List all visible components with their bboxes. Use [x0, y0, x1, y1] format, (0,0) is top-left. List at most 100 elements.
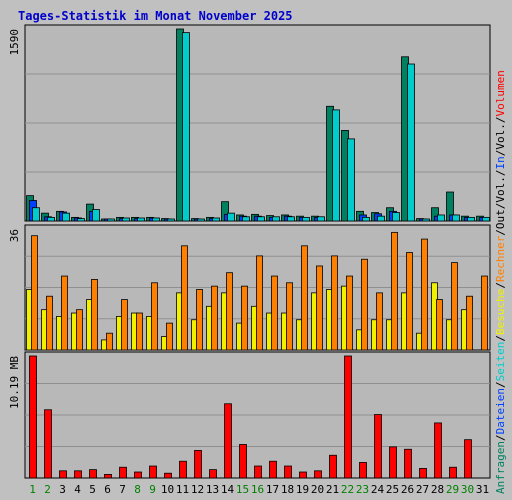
bar-rechner-day-8: [136, 312, 143, 351]
y-axis-max-label-visits: 36: [8, 229, 21, 242]
legend-item-besuche: Besuche: [494, 289, 507, 335]
bar-rechner-day-12: [196, 289, 203, 351]
legend-item-rechner: Rechner: [494, 235, 507, 282]
x-tick-label-29: 29: [446, 483, 459, 496]
bar-rechner-day-6: [106, 332, 113, 351]
legend-separator: /: [494, 335, 507, 342]
x-tick-label-28: 28: [431, 483, 444, 496]
x-tick-label-12: 12: [191, 483, 204, 496]
x-tick-label-31: 31: [476, 483, 489, 496]
bar-rechner-day-23: [361, 258, 368, 351]
panel-visits: 36: [8, 224, 491, 351]
bar-volumen-day-16: [254, 465, 262, 479]
bar-rechner-day-5: [91, 279, 98, 351]
bar-dateien-day-4: [77, 218, 85, 222]
legend-item-dateien: Dateien: [494, 388, 507, 434]
panel-volume: 10.19 MB: [8, 351, 491, 479]
x-tick-label-30: 30: [461, 483, 474, 496]
bar-dateien-day-3: [62, 212, 70, 222]
bar-rechner-day-10: [166, 322, 173, 351]
bar-volumen-day-23: [359, 462, 367, 479]
bar-dateien-day-17: [272, 216, 280, 222]
bar-dateien-day-31: [482, 216, 490, 222]
x-tick-label-21: 21: [326, 483, 339, 496]
legend-item-out: Out: [494, 209, 507, 229]
legend-separator: /: [494, 203, 507, 210]
bar-dateien-day-23: [362, 216, 370, 222]
bar-rechner-day-26: [406, 252, 413, 351]
bar-rechner-day-20: [316, 265, 323, 351]
bar-dateien-day-14: [227, 212, 235, 222]
chart-panels: 1590 36 10.19 MB: [8, 24, 491, 479]
x-tick-label-2: 2: [44, 483, 51, 496]
bar-volumen-day-30: [464, 439, 472, 479]
legend-separator: /: [494, 116, 507, 123]
x-tick-label-5: 5: [89, 483, 96, 496]
bar-dateien-day-21: [332, 109, 340, 222]
bar-volumen-day-9: [149, 465, 157, 479]
legend-separator: /: [494, 229, 507, 236]
bar-dateien-day-1: [32, 207, 40, 222]
bar-volumen-day-2: [44, 409, 52, 479]
bar-dateien-day-6: [107, 218, 115, 222]
x-axis-ticks: 1 2 3 4 5 6 7 8 9 10 11 12 13 14 15 16 17 18 19 20 21 22 23 24 2…: [29, 483, 489, 496]
bar-dateien-day-10: [167, 218, 175, 222]
x-tick-label-14: 14: [221, 483, 235, 496]
bar-volumen-day-18: [284, 465, 292, 479]
bar-volumen-day-8: [134, 471, 142, 479]
x-tick-label-11: 11: [176, 483, 189, 496]
bar-rechner-day-19: [301, 245, 308, 351]
bar-rechner-day-3: [61, 275, 68, 351]
bar-rechner-day-30: [466, 295, 473, 351]
bar-rechner-day-1: [31, 235, 38, 351]
x-tick-label-9: 9: [149, 483, 156, 496]
bar-dateien-day-12: [197, 218, 205, 222]
bar-dateien-day-19: [302, 216, 310, 222]
chart-legend: Anfragen/Dateien/Seiten/Besuche/Rechner/…: [494, 70, 507, 494]
x-tick-label-27: 27: [416, 483, 429, 496]
x-tick-label-6: 6: [104, 483, 111, 496]
bar-rechner-day-14: [226, 272, 233, 351]
x-tick-label-24: 24: [371, 483, 385, 496]
bar-volumen-day-19: [299, 471, 307, 479]
bar-volumen-day-10: [164, 472, 172, 479]
bar-rechner-day-31: [481, 275, 488, 351]
bar-dateien-day-26: [407, 63, 415, 222]
legend-item-in: In: [494, 156, 507, 169]
x-tick-label-7: 7: [119, 483, 126, 496]
x-tick-label-17: 17: [266, 483, 279, 496]
bar-volumen-day-6: [104, 474, 112, 479]
x-tick-label-20: 20: [311, 483, 324, 496]
x-tick-label-3: 3: [59, 483, 66, 496]
chart-title: Tages-Statistik im Monat November 2025: [18, 9, 293, 23]
x-tick-label-15: 15: [236, 483, 249, 496]
bar-rechner-day-2: [46, 295, 53, 351]
bar-volumen-day-11: [179, 460, 187, 479]
bar-volumen-day-20: [314, 470, 322, 479]
bar-rechner-day-7: [121, 299, 128, 351]
bar-dateien-day-9: [152, 217, 160, 222]
panel-requests: 1590: [8, 24, 491, 222]
x-tick-label-10: 10: [161, 483, 174, 496]
bar-rechner-day-18: [286, 282, 293, 351]
bar-rechner-day-28: [436, 299, 443, 351]
x-tick-label-22: 22: [341, 483, 354, 496]
bar-dateien-day-15: [242, 216, 250, 222]
bar-volumen-day-1: [29, 355, 37, 479]
bar-rechner-day-16: [256, 255, 263, 351]
bar-rechner-day-13: [211, 285, 218, 351]
x-tick-label-8: 8: [134, 483, 141, 496]
bar-volumen-day-3: [59, 470, 67, 479]
bar-dateien-day-22: [347, 138, 355, 222]
x-tick-label-19: 19: [296, 483, 309, 496]
bar-dateien-day-2: [47, 216, 55, 222]
bar-dateien-day-7: [122, 217, 130, 222]
bar-dateien-day-28: [437, 214, 445, 222]
bar-rechner-day-15: [241, 285, 248, 351]
bar-volumen-day-27: [419, 468, 427, 479]
bar-dateien-day-27: [422, 218, 430, 222]
bar-volumen-day-21: [329, 454, 337, 479]
bar-rechner-day-22: [346, 275, 353, 351]
bar-volumen-day-25: [389, 446, 397, 479]
bar-volumen-day-13: [209, 469, 217, 479]
